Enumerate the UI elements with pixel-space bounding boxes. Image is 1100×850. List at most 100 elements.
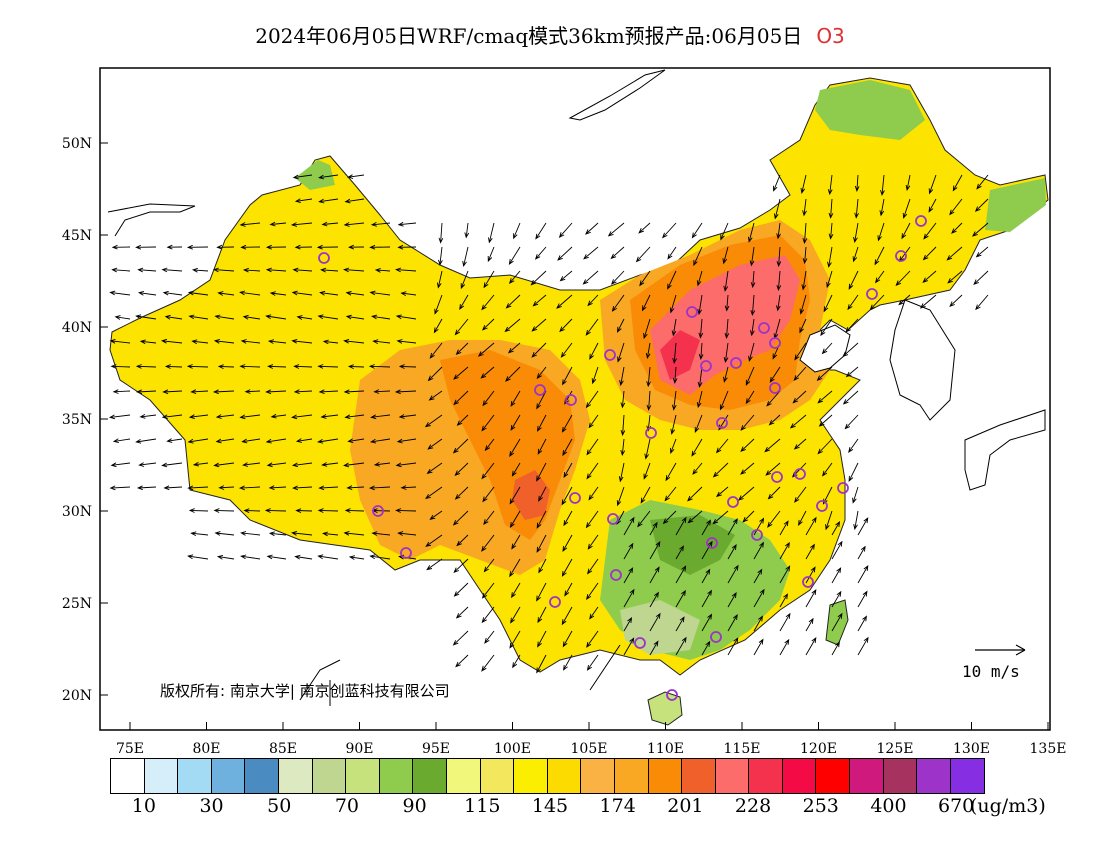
wind-arrow	[268, 485, 287, 491]
wind-arrow	[747, 222, 755, 243]
wind-arrow	[828, 222, 834, 240]
wind-arrow	[438, 222, 444, 244]
wind-arrow	[217, 364, 235, 370]
lat-tick-label: 30N	[62, 504, 92, 520]
wind-arrow	[779, 593, 788, 608]
wind-arrow	[109, 338, 131, 344]
wind-arrow	[753, 568, 763, 584]
wind-arrow	[767, 510, 781, 528]
wind-arrow	[766, 390, 781, 407]
wind-arrow	[192, 461, 209, 467]
wind-arrow	[844, 414, 859, 430]
wind-arrow	[316, 244, 339, 250]
wind-arrow	[687, 510, 703, 524]
city-marker-icon	[769, 382, 781, 394]
wind-arrow	[348, 555, 365, 560]
wind-arrow	[216, 244, 235, 250]
wind-arrow	[779, 541, 790, 560]
wind-arrow	[643, 318, 651, 340]
lon-tick-label: 115E	[724, 741, 761, 757]
wind-arrow	[112, 389, 131, 394]
colorbar-label: 670	[938, 795, 975, 817]
city-marker-icon	[549, 596, 561, 608]
wind-arrow	[317, 364, 339, 369]
wind-arrow	[212, 267, 235, 273]
wind-arrow	[427, 366, 443, 382]
wind-arrow	[769, 366, 781, 383]
wind-arrow	[510, 414, 521, 431]
wind-arrow	[619, 366, 625, 387]
wind-arrow	[488, 222, 495, 244]
wind-arrow	[109, 290, 131, 296]
wind-arrow	[320, 414, 339, 419]
wind-arrow	[213, 338, 235, 344]
city-marker-icon	[610, 569, 622, 581]
wind-arrow	[928, 174, 937, 195]
wind-arrow	[975, 294, 989, 311]
wind-arrow	[369, 244, 391, 250]
wind-arrow	[368, 485, 391, 491]
wind-arrow	[975, 246, 989, 258]
wind-arrow	[395, 314, 417, 320]
wind-arrow	[482, 390, 495, 407]
wind-arrow	[161, 414, 183, 420]
wind-arrow	[750, 270, 756, 289]
wind-arrow	[426, 462, 443, 474]
wind-arrow	[949, 198, 963, 216]
wind-arrow	[779, 612, 791, 632]
city-marker-icon	[716, 417, 728, 429]
wind-arrow	[712, 462, 729, 478]
lon-tick-label: 85E	[269, 741, 297, 757]
wind-arrow	[139, 339, 157, 345]
wind-arrow	[740, 462, 755, 475]
wind-arrow	[745, 366, 755, 386]
wind-arrow	[764, 438, 781, 453]
wind-arrow	[292, 174, 313, 180]
wind-arrow	[538, 558, 547, 574]
coastlines	[107, 69, 1046, 701]
species-label: O3	[816, 24, 845, 48]
wind-arrow	[438, 246, 443, 266]
wind-arrow	[611, 270, 625, 285]
map-title: 2024年06月05日WRF/cmaq模式36km预报产品:06月05日 O3	[0, 20, 1100, 49]
wind-arrow	[292, 485, 313, 491]
wind-arrow	[646, 366, 651, 388]
wind-arrow	[137, 290, 157, 296]
colorbar-label: 228	[734, 795, 772, 817]
colorbar-labels: 10 30 50 70 90 115 145 174 201 228 253 400 670	[110, 795, 990, 819]
wind-arrow	[649, 521, 658, 536]
wind-arrow	[645, 342, 651, 360]
wind-arrow	[239, 414, 261, 420]
wind-arrow	[611, 294, 625, 312]
china-region-base	[109, 77, 1049, 676]
wind-arrow	[459, 294, 469, 310]
wind-arrow	[563, 654, 573, 671]
wind-arrow	[827, 174, 833, 196]
wind-arrow	[879, 198, 885, 217]
colorbar-swatch	[312, 759, 347, 793]
wind-arrow	[623, 542, 634, 560]
wind-arrow	[536, 582, 547, 602]
wind-arrow	[816, 366, 833, 381]
copyright-text: 版权所有: 南京大学| 南京创蓝科技有限公司	[160, 682, 450, 700]
wind-arrow	[344, 414, 365, 420]
wind-arrow	[869, 294, 885, 311]
wind-arrow	[481, 294, 495, 311]
wind-arrow	[398, 414, 417, 419]
wind-arrow	[187, 554, 209, 560]
wind-arrow	[562, 630, 573, 648]
wind-arrow	[696, 270, 703, 287]
colorbar-label: 145	[531, 795, 569, 817]
wind-arrow	[531, 318, 547, 332]
wind-arrow	[693, 246, 703, 267]
wind-arrow	[317, 438, 339, 444]
wind-arrow	[343, 389, 365, 395]
wind-arrow	[213, 508, 235, 513]
wind-arrow	[321, 221, 339, 227]
wind-arrow	[805, 543, 815, 560]
wind-arrow	[188, 508, 209, 513]
wind-arrow	[464, 222, 470, 239]
wind-arrow	[723, 366, 729, 383]
green-zone-northeast	[815, 80, 925, 140]
wind-arrow	[345, 314, 365, 320]
